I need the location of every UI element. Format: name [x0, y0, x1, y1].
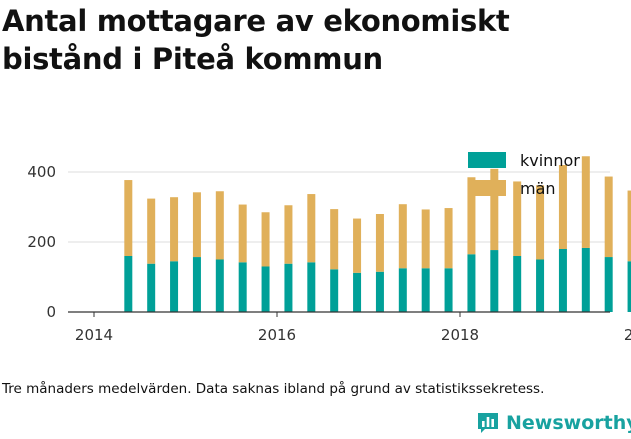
bar-man: [444, 208, 453, 269]
bar-kvinnor: [192, 257, 201, 312]
bar-kvinnor: [581, 247, 590, 312]
bar-kvinnor: [353, 272, 362, 312]
bar-man: [398, 204, 407, 269]
bars: [124, 156, 631, 312]
legend-swatch-kvinnor: [468, 152, 506, 168]
bar-man: [353, 218, 362, 273]
legend-label-kvinnor: kvinnor: [520, 151, 580, 170]
bar-man: [536, 185, 545, 260]
bar-man: [192, 192, 201, 258]
bar-man: [215, 191, 224, 260]
x-tick-label: 2014: [75, 326, 113, 344]
bar-man: [124, 180, 133, 256]
x-tick-label: 2016: [258, 326, 296, 344]
bar-man: [170, 197, 179, 262]
bar-man: [330, 209, 339, 270]
bar-kvinnor: [467, 254, 476, 312]
bar-kvinnor: [215, 259, 224, 312]
bar-kvinnor: [444, 268, 453, 312]
x-tick-label: 2020: [624, 326, 631, 344]
bar-kvinnor: [513, 256, 522, 312]
newsworthy-brand[interactable]: Newsworthy: [476, 409, 631, 437]
bar-kvinnor: [627, 261, 631, 312]
x-tick-label: 2018: [441, 326, 479, 344]
bar-kvinnor: [330, 269, 339, 312]
bar-man: [421, 209, 430, 269]
legend: kvinnor män: [468, 151, 580, 198]
bar-man: [284, 205, 293, 264]
bar-man: [581, 156, 590, 248]
bar-man: [238, 204, 247, 263]
bar-kvinnor: [490, 250, 499, 312]
y-tick-label: 400: [27, 163, 56, 181]
bar-kvinnor: [375, 271, 384, 312]
bar-kvinnor: [147, 263, 156, 312]
legend-label-man: män: [520, 179, 556, 198]
y-tick-label: 200: [27, 233, 56, 251]
bar-kvinnor: [124, 256, 133, 312]
bar-kvinnor: [284, 263, 293, 312]
bar-kvinnor: [170, 261, 179, 312]
bar-kvinnor: [558, 249, 567, 312]
footnote: Tre månaders medelvärden. Data saknas ib…: [2, 381, 545, 397]
y-tick-label: 0: [46, 303, 56, 321]
bar-man: [513, 181, 522, 256]
bar-man: [627, 190, 631, 262]
bar-kvinnor: [398, 268, 407, 312]
newsworthy-logo-icon: [478, 413, 498, 433]
chart: 0200400201420162018202020222024 kvinnor …: [27, 151, 631, 344]
bar-kvinnor: [307, 262, 316, 312]
bar-kvinnor: [604, 257, 613, 312]
bar-man: [307, 194, 316, 263]
bar-man: [375, 214, 384, 272]
bar-man: [490, 168, 499, 251]
axes: 0200400201420162018202020222024: [27, 163, 631, 344]
bar-kvinnor: [421, 268, 430, 312]
bar-man: [147, 198, 156, 264]
chart-title: Antal mottagare av ekonomiskt bistånd i …: [2, 4, 510, 76]
legend-swatch-man: [468, 180, 506, 196]
bar-man: [261, 212, 270, 267]
bar-kvinnor: [238, 262, 247, 312]
bar-kvinnor: [536, 259, 545, 312]
bar-man: [604, 176, 613, 258]
bar-man: [467, 177, 476, 255]
brand-name: Newsworthy: [506, 412, 631, 434]
bar-kvinnor: [261, 266, 270, 312]
bar-man: [558, 165, 567, 249]
